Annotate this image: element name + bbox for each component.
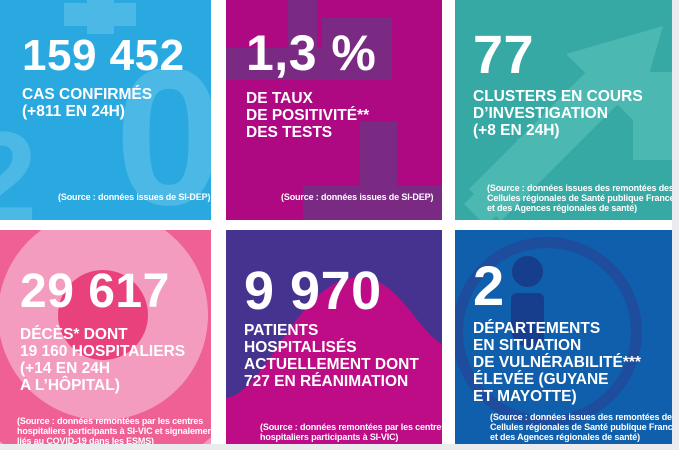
stat-number: 77 <box>473 25 535 85</box>
info-icon <box>511 293 544 347</box>
digit-watermark: 2 <box>0 104 38 220</box>
stat-tile-cas-confirmes: 2 0 159 452 CAS CONFIRMÉS (+811 EN 24H) … <box>0 0 211 220</box>
stat-label: CLUSTERS EN COURS D’INVESTIGATION (+8 EN… <box>473 88 643 139</box>
arrow-up-right-icon <box>464 26 672 220</box>
stat-number: 29 617 <box>20 265 170 318</box>
info-circle-icon <box>455 237 642 427</box>
stat-number: 159 452 <box>22 31 185 80</box>
page-edge <box>672 0 679 450</box>
stat-number: 2 <box>473 254 505 317</box>
page-edge <box>0 444 679 450</box>
plus-icon <box>87 0 114 34</box>
stat-source: (Source : données issues des remontées d… <box>487 183 672 213</box>
curve-graphic <box>226 277 442 444</box>
stat-label: PATIENTS HOSPITALISÉS ACTUELLEMENT DONT … <box>244 322 419 390</box>
stat-tile-departements-vulnerabilite: 2 DÉPARTEMENTS EN SITUATION DE VULNÉRABI… <box>455 230 672 444</box>
bullseye-graphic <box>58 270 148 360</box>
stat-source: (Source : données issues de SI-DEP) <box>58 192 211 202</box>
stat-source: (Source : données issues de SI-DEP) <box>281 192 434 202</box>
stat-source: (Source : données remontées par les cent… <box>17 416 211 444</box>
stat-tile-taux-positivite: 1,3 % DE TAUX DE POSITIVITÉ** DES TESTS … <box>226 0 442 220</box>
pixel-block-watermark <box>303 186 442 220</box>
stat-number: 9 970 <box>244 261 382 321</box>
stat-label: DÉPARTEMENTS EN SITUATION DE VULNÉRABILI… <box>473 320 641 405</box>
stat-source: (Source : données remontées par les cent… <box>260 422 442 442</box>
stat-tile-deces: 29 617 DÉCÈS* DONT 19 160 HOSPITALIERS (… <box>0 230 211 444</box>
stat-label: DÉCÈS* DONT 19 160 HOSPITALIERS (+14 EN … <box>20 326 186 394</box>
stat-source: (Source : données issues des remontées d… <box>490 412 672 442</box>
pixel-block-watermark <box>226 48 392 80</box>
stat-number: 1,3 % <box>246 25 377 81</box>
stat-label: DE TAUX DE POSITIVITÉ** DES TESTS <box>246 90 370 141</box>
digit-watermark: 0 <box>115 28 211 221</box>
stat-tile-clusters: 77 CLUSTERS EN COURS D’INVESTIGATION (+8… <box>455 0 672 220</box>
stat-label: CAS CONFIRMÉS (+811 EN 24H) <box>22 86 153 120</box>
info-icon <box>512 256 543 287</box>
stat-tile-hospitalises: 9 970 PATIENTS HOSPITALISÉS ACTUELLEMENT… <box>226 230 442 444</box>
